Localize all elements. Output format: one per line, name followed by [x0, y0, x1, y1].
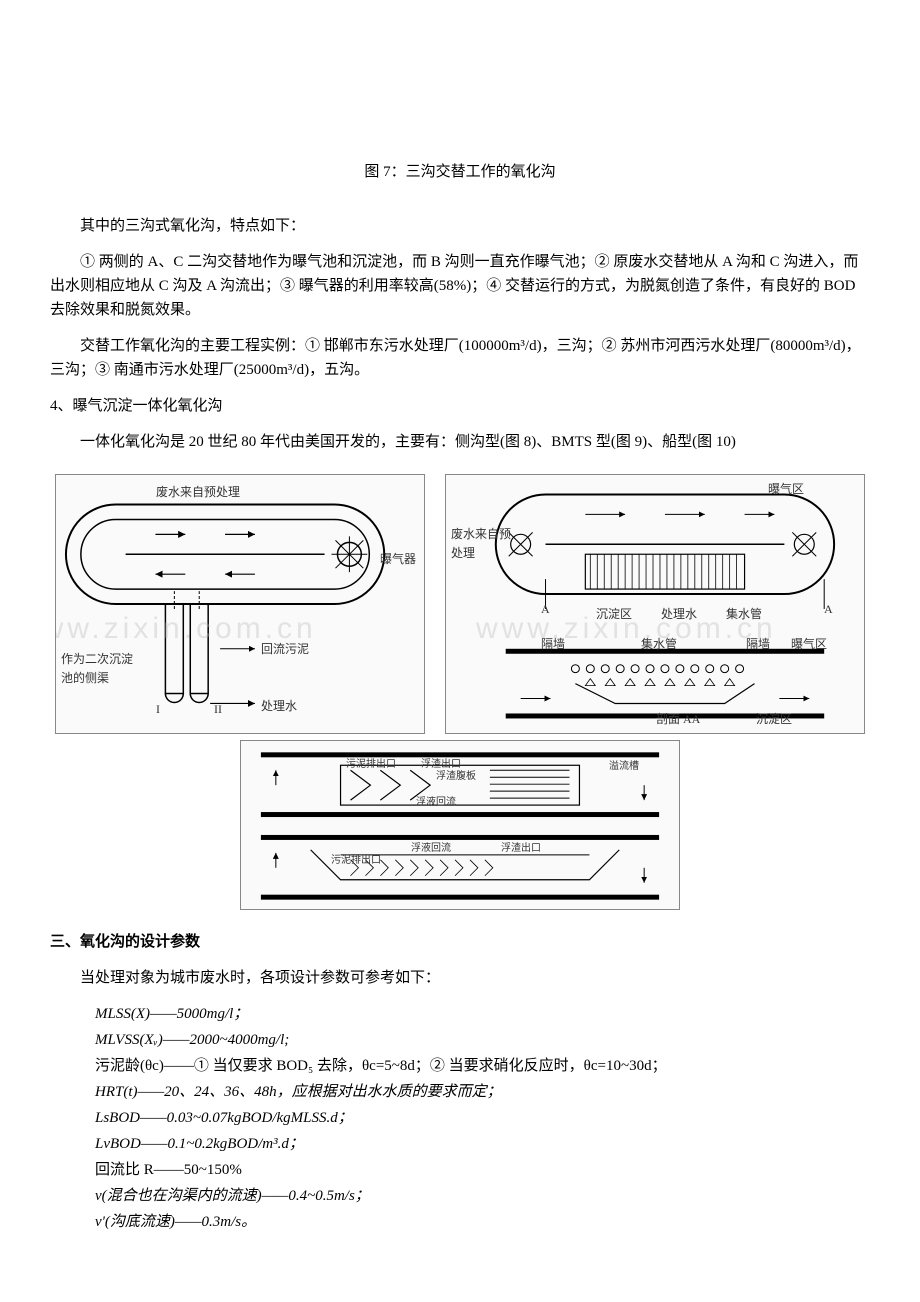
figure7-caption: 图 7：三沟交替工作的氧化沟 — [50, 160, 870, 184]
section1-examples: 交替工作氧化沟的主要工程实例：① 邯郸市东污水处理厂(100000m³/d)，三… — [50, 334, 870, 382]
fig8-inflow-label: 废水来自预处理 — [156, 483, 240, 502]
figures-row-1: 废水来自预处理 曝气器 回流污泥 作为二次沉淀池的侧渠 处理水 I II www… — [50, 474, 870, 734]
fig9-collector2-label: 集水管 — [641, 635, 677, 654]
fig10-overflow-label: 溢流槽 — [609, 759, 639, 775]
param-mlss: MLSS(X)——5000mg/l； — [95, 1002, 870, 1026]
fig9-sed2-label: 沉淀区 — [756, 710, 792, 729]
fig8-ii-label: II — [214, 700, 222, 719]
param-v-bottom: v'(沟底流速)——0.3m/s。 — [95, 1210, 870, 1234]
fig10-float-return-label: 浮液回流 — [416, 795, 456, 811]
param-lsbod: LsBOD——0.03~0.07kgBOD/kgMLSS.d； — [95, 1106, 870, 1130]
fig10-float-collect-label: 浮渣腹板 — [436, 769, 476, 785]
fig8-sed-label: 作为二次沉淀池的侧渠 — [61, 650, 141, 688]
figure-10: 污泥排出口 浮渣出口 浮渣腹板 溢流槽 浮液回流 浮液回流 浮渣出口 污泥排出口 — [240, 740, 680, 910]
fig9-aeration-label: 曝气区 — [768, 480, 804, 499]
param-return-ratio: 回流比 R——50~150% — [95, 1158, 870, 1182]
fig8-effluent-label: 处理水 — [261, 697, 297, 716]
fig9-sed-label: 沉淀区 — [596, 605, 632, 624]
fig8-return-label: 回流污泥 — [261, 640, 309, 659]
fig9-a1-label: A — [541, 600, 550, 619]
fig10-float-return2-label: 浮液回流 — [411, 841, 451, 857]
param-mlvss: MLVSS(Xᵥ)——2000~4000mg/l; — [95, 1028, 870, 1052]
section2-title: 4、曝气沉淀一体化氧化沟 — [50, 394, 870, 418]
section1-intro: 其中的三沟式氧化沟，特点如下： — [50, 214, 870, 238]
fig9-baffle1-label: 隔墙 — [541, 635, 565, 654]
fig10-sludge-label: 污泥排出口 — [346, 757, 396, 773]
param-v: v(混合也在沟渠内的流速)——0.4~0.5m/s； — [95, 1184, 870, 1208]
figure-8: 废水来自预处理 曝气器 回流污泥 作为二次沉淀池的侧渠 处理水 I II www… — [55, 474, 425, 734]
section3-title: 三、氧化沟的设计参数 — [50, 930, 870, 954]
section1-points: ① 两侧的 A、C 二沟交替地作为曝气池和沉淀池，而 B 沟则一直充作曝气池；②… — [50, 250, 870, 322]
design-params-list: MLSS(X)——5000mg/l； MLVSS(Xᵥ)——2000~4000m… — [95, 1002, 870, 1234]
figure-9: 废水来自预处理 曝气区 A A 沉淀区 处理水 集水管 隔墙 集水管 隔墙 曝气… — [445, 474, 865, 734]
fig9-aeration2-label: 曝气区 — [791, 635, 827, 654]
fig9-effluent-label: 处理水 — [661, 605, 697, 624]
param-sludge-age: 污泥龄(θc)——① 当仅要求 BOD₅ 去除，θc=5~8d；② 当要求硝化反… — [95, 1054, 870, 1078]
fig9-section-label: 剖面 AA — [656, 710, 700, 729]
fig10-float-out2-label: 浮渣出口 — [501, 841, 541, 857]
fig8-aerator-label: 曝气器 — [380, 550, 416, 569]
section3-intro: 当处理对象为城市废水时，各项设计参数可参考如下： — [50, 966, 870, 990]
fig8-i-label: I — [156, 700, 160, 719]
fig9-a2-label: A — [824, 600, 833, 619]
param-hrt: HRT(t)——20、24、36、48h，应根据对出水水质的要求而定； — [95, 1080, 870, 1104]
section2-text: 一体化氧化沟是 20 世纪 80 年代由美国开发的，主要有：侧沟型(图 8)、B… — [50, 430, 870, 454]
param-lvbod: LvBOD——0.1~0.2kgBOD/m³.d； — [95, 1132, 870, 1156]
fig9-inflow-label: 废水来自预处理 — [451, 525, 511, 563]
fig9-baffle2-label: 隔墙 — [746, 635, 770, 654]
fig9-collector-label: 集水管 — [726, 605, 762, 624]
fig10-sludge2-label: 污泥排出口 — [331, 853, 381, 869]
